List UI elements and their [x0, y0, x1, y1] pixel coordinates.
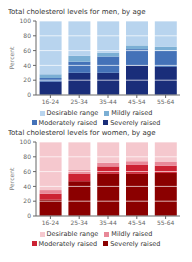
svg-text:0: 0 — [27, 212, 31, 219]
svg-text:25-34: 25-34 — [70, 219, 88, 226]
svg-text:60: 60 — [23, 47, 31, 54]
svg-text:16-24: 16-24 — [42, 219, 60, 226]
svg-text:100: 100 — [20, 17, 32, 24]
svg-text:35-44: 35-44 — [99, 219, 117, 226]
svg-text:45-54: 45-54 — [128, 219, 146, 226]
html-text:Moderately raised: Moderately raised — [38, 118, 98, 127]
html-text:Severely raised: Severely raised — [110, 118, 161, 127]
html-text:Mildly raised: Mildly raised — [111, 109, 153, 118]
svg-text:40: 40 — [23, 62, 31, 69]
svg-text:60: 60 — [23, 168, 31, 175]
svg-text:0: 0 — [27, 91, 31, 98]
svg-text:20: 20 — [23, 76, 31, 83]
html-text:Mildly raised: Mildly raised — [111, 230, 153, 239]
html-text:Severely raised: Severely raised — [110, 239, 161, 248]
svg-text:35-44: 35-44 — [99, 98, 117, 105]
svg-text:80: 80 — [23, 153, 31, 160]
svg-text:40: 40 — [23, 183, 31, 190]
html-text:Moderately raised: Moderately raised — [38, 239, 98, 248]
html-text:Total cholesterol levels for m: Total cholesterol levels for men, by age — [8, 8, 146, 16]
html-text:Desirable range: Desirable range — [46, 109, 99, 118]
svg-text:45-54: 45-54 — [128, 98, 146, 105]
svg-text:20: 20 — [23, 197, 31, 204]
svg-text:100: 100 — [20, 138, 32, 145]
svg-text:Percent: Percent — [8, 46, 15, 69]
svg-text:55-64: 55-64 — [157, 219, 175, 226]
html-text:Total cholesterol levels for w: Total cholesterol levels for women, by a… — [8, 129, 156, 137]
svg-text:25-34: 25-34 — [70, 98, 88, 105]
svg-text:16-24: 16-24 — [42, 98, 60, 105]
svg-text:Percent: Percent — [8, 167, 15, 190]
html-text:Desirable range: Desirable range — [46, 230, 99, 239]
svg-text:80: 80 — [23, 32, 31, 39]
svg-text:55-64: 55-64 — [157, 98, 175, 105]
